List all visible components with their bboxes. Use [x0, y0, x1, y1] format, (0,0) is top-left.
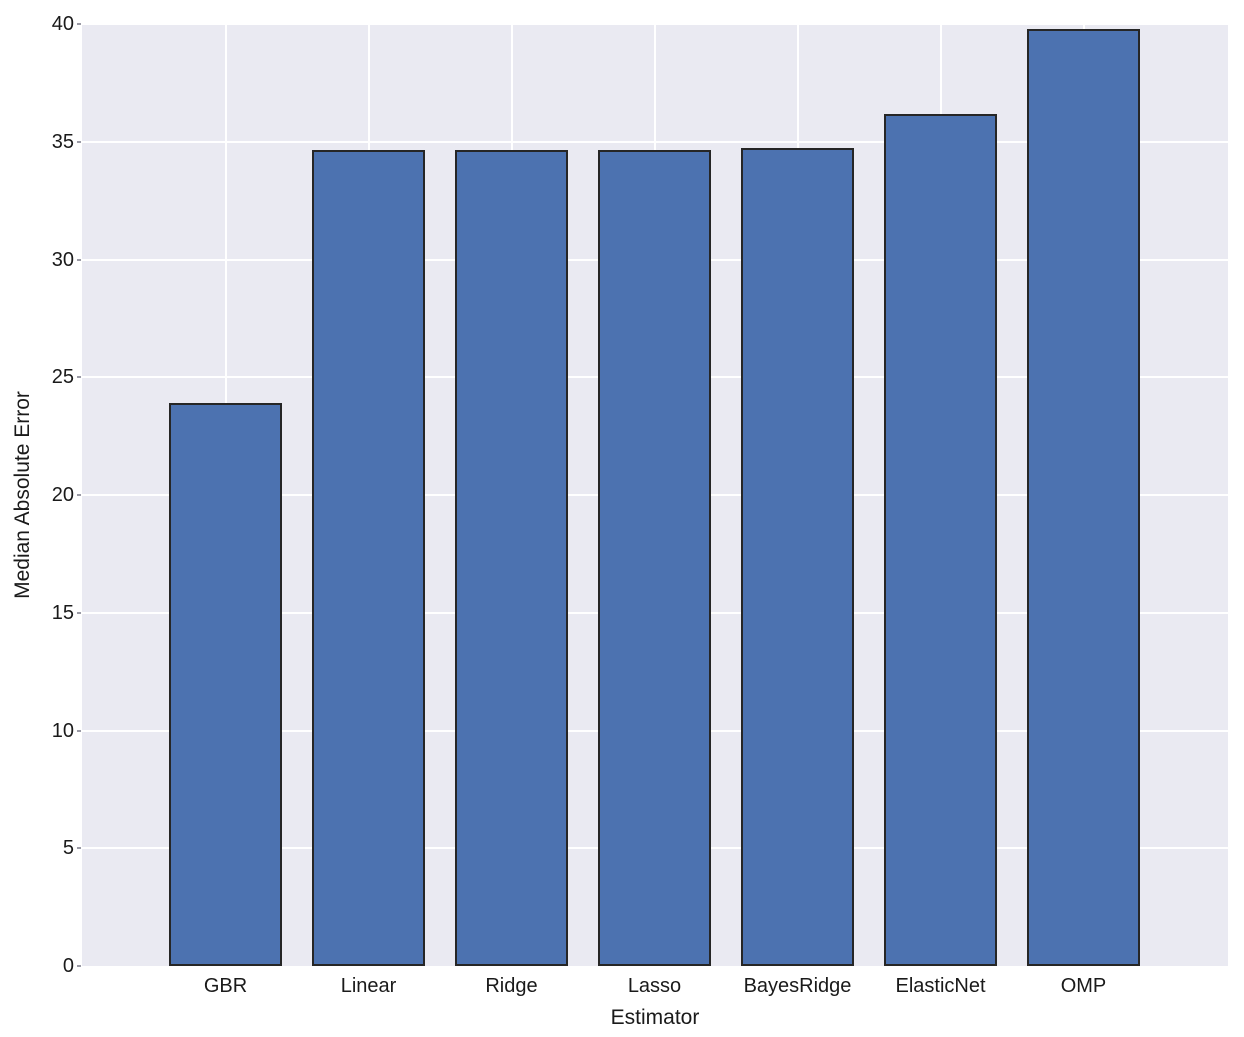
y-tick-mark	[77, 847, 81, 850]
y-tick-label-15: 15	[51, 601, 74, 624]
plot-area	[82, 23, 1228, 966]
x-tick-label-Ridge: Ridge	[485, 975, 538, 997]
bar-Ridge	[455, 150, 568, 966]
y-tick-mark	[77, 729, 81, 732]
x-tick-label-Linear: Linear	[340, 975, 397, 997]
x-tick-label-ElasticNet: ElasticNet	[895, 975, 986, 997]
y-tick-mark	[77, 23, 81, 25]
y-tick-mark	[77, 965, 81, 967]
y-tick-label-40: 40	[51, 13, 74, 35]
bar-OMP	[1027, 28, 1140, 966]
y-tick-mark	[77, 494, 81, 496]
y-tick-label-30: 30	[51, 248, 74, 271]
y-tick-mark	[77, 258, 81, 261]
y-tick-label-10: 10	[51, 719, 74, 742]
y-tick-mark	[77, 376, 81, 379]
bar-Linear	[312, 150, 425, 966]
bar-BayesRidge	[741, 147, 854, 966]
x-tick-label-OMP: OMP	[1060, 975, 1107, 997]
x-tick-label-GBR: GBR	[203, 975, 248, 997]
y-tick-label-0: 0	[62, 955, 74, 977]
bar-Lasso	[598, 150, 711, 966]
bar-ElasticNet	[884, 113, 997, 966]
y-tick-label-20: 20	[51, 484, 74, 506]
x-tick-label-BayesRidge: BayesRidge	[743, 975, 852, 997]
y-tick-mark	[77, 611, 81, 614]
y-axis-label: Median Absolute Error	[11, 391, 34, 599]
y-tick-label-5: 5	[62, 837, 74, 860]
bar-GBR	[169, 403, 282, 966]
x-axis-label: Estimator	[610, 1006, 700, 1029]
y-tick-label-25: 25	[51, 366, 74, 389]
x-tick-label-Lasso: Lasso	[627, 975, 682, 997]
y-tick-label-35: 35	[51, 130, 74, 153]
y-tick-mark	[77, 140, 81, 143]
